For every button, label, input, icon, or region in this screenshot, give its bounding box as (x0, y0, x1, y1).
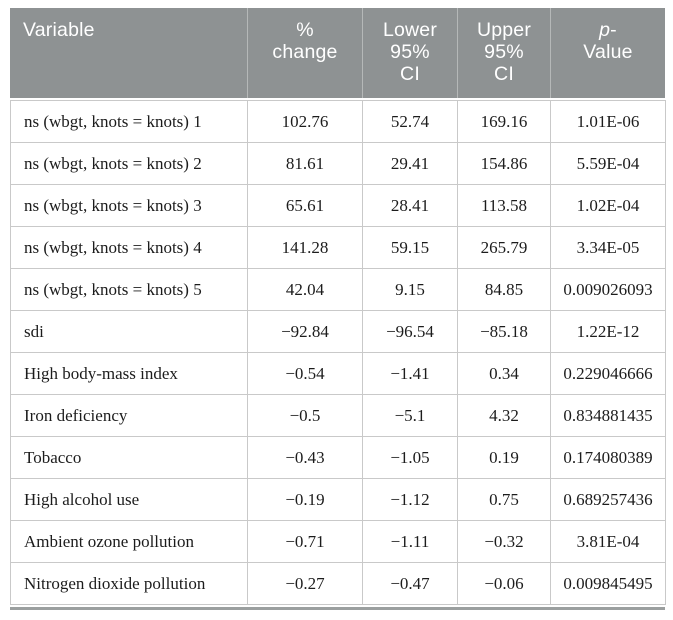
cell-p-value: 0.229046666 (550, 352, 666, 395)
cell-pct-change: −92.84 (247, 310, 363, 353)
cell-variable: sdi (10, 310, 248, 353)
table-body: ns (wbgt, knots = knots) 1 102.76 52.74 169… (10, 100, 666, 605)
cell-lower-ci: −1.05 (362, 436, 458, 479)
cell-p-value: 1.01E-06 (550, 100, 666, 143)
cell-variable: High body-mass index (10, 352, 248, 395)
cell-pct-change: −0.43 (247, 436, 363, 479)
cell-upper-ci: −0.06 (457, 562, 551, 605)
cell-pct-change: 141.28 (247, 226, 363, 269)
cell-variable: ns (wbgt, knots = knots) 4 (10, 226, 248, 269)
table-row: Tobacco −0.43 −1.05 0.19 0.174080389 (10, 436, 666, 479)
column-header-lower-ci: Lower 95% CI (362, 8, 457, 98)
p-value-italic-p: p (599, 19, 611, 41)
cell-p-value: 0.009845495 (550, 562, 666, 605)
cell-upper-ci: 154.86 (457, 142, 551, 185)
cell-variable: ns (wbgt, knots = knots) 1 (10, 100, 248, 143)
cell-pct-change: −0.27 (247, 562, 363, 605)
p-value-hyphen: - (610, 19, 617, 41)
cell-upper-ci: 4.32 (457, 394, 551, 437)
cell-lower-ci: 52.74 (362, 100, 458, 143)
cell-p-value: 0.689257436 (550, 478, 666, 521)
cell-lower-ci: −1.12 (362, 478, 458, 521)
column-header-upper-ci: Upper 95% CI (457, 8, 550, 98)
table-row: High alcohol use −0.19 −1.12 0.75 0.68925743… (10, 478, 666, 521)
cell-lower-ci: 9.15 (362, 268, 458, 311)
cell-upper-ci: 169.16 (457, 100, 551, 143)
table-row: ns (wbgt, knots = knots) 2 81.61 29.41 154.… (10, 142, 666, 185)
cell-pct-change: 81.61 (247, 142, 363, 185)
results-table: Variable % change Lower 95% CI Upper 95%… (10, 8, 666, 610)
table-row: Iron deficiency −0.5 −5.1 4.32 0.834881435 (10, 394, 666, 437)
cell-upper-ci: −0.32 (457, 520, 551, 563)
cell-upper-ci: 0.19 (457, 436, 551, 479)
p-value-second-line: Value (583, 41, 633, 63)
cell-variable: ns (wbgt, knots = knots) 5 (10, 268, 248, 311)
cell-pct-change: 42.04 (247, 268, 363, 311)
cell-variable: ns (wbgt, knots = knots) 3 (10, 184, 248, 227)
table-row: ns (wbgt, knots = knots) 3 65.61 28.41 113.… (10, 184, 666, 227)
table-header-row: Variable % change Lower 95% CI Upper 95%… (10, 8, 665, 98)
column-header-p-value: p- Value (550, 8, 665, 98)
table-row: High body-mass index −0.54 −1.41 0.34 0.2290… (10, 352, 666, 395)
cell-upper-ci: −85.18 (457, 310, 551, 353)
cell-p-value: 1.02E-04 (550, 184, 666, 227)
cell-lower-ci: −96.54 (362, 310, 458, 353)
cell-variable: ns (wbgt, knots = knots) 2 (10, 142, 248, 185)
cell-p-value: 1.22E-12 (550, 310, 666, 353)
table-row: Ambient ozone pollution −0.71 −1.11 −0.32 3.… (10, 520, 666, 563)
cell-variable: Iron deficiency (10, 394, 248, 437)
cell-lower-ci: −1.11 (362, 520, 458, 563)
cell-lower-ci: −1.41 (362, 352, 458, 395)
cell-p-value: 0.009026093 (550, 268, 666, 311)
cell-variable: Nitrogen dioxide pollution (10, 562, 248, 605)
cell-p-value: 5.59E-04 (550, 142, 666, 185)
cell-pct-change: 65.61 (247, 184, 363, 227)
cell-pct-change: −0.5 (247, 394, 363, 437)
cell-upper-ci: 0.34 (457, 352, 551, 395)
column-header-pct-change: % change (247, 8, 362, 98)
cell-lower-ci: 29.41 (362, 142, 458, 185)
table-row: sdi −92.84 −96.54 −85.18 1.22E-12 (10, 310, 666, 353)
cell-lower-ci: 59.15 (362, 226, 458, 269)
cell-p-value: 3.81E-04 (550, 520, 666, 563)
cell-lower-ci: 28.41 (362, 184, 458, 227)
cell-upper-ci: 265.79 (457, 226, 551, 269)
table-row: ns (wbgt, knots = knots) 5 42.04 9.15 84.85… (10, 268, 666, 311)
table-row: Nitrogen dioxide pollution −0.27 −0.47 −0.0… (10, 562, 666, 605)
cell-upper-ci: 0.75 (457, 478, 551, 521)
cell-p-value: 0.834881435 (550, 394, 666, 437)
cell-upper-ci: 84.85 (457, 268, 551, 311)
cell-variable: High alcohol use (10, 478, 248, 521)
cell-variable: Tobacco (10, 436, 248, 479)
column-header-variable: Variable (23, 19, 95, 41)
table-row: ns (wbgt, knots = knots) 1 102.76 52.74 169… (10, 100, 666, 143)
table-row: ns (wbgt, knots = knots) 4 141.28 59.15 265… (10, 226, 666, 269)
cell-pct-change: −0.19 (247, 478, 363, 521)
cell-pct-change: −0.71 (247, 520, 363, 563)
table-bottom-rule (10, 607, 665, 610)
cell-p-value: 0.174080389 (550, 436, 666, 479)
cell-p-value: 3.34E-05 (550, 226, 666, 269)
cell-variable: Ambient ozone pollution (10, 520, 248, 563)
cell-upper-ci: 113.58 (457, 184, 551, 227)
cell-lower-ci: −5.1 (362, 394, 458, 437)
cell-pct-change: 102.76 (247, 100, 363, 143)
cell-lower-ci: −0.47 (362, 562, 458, 605)
cell-pct-change: −0.54 (247, 352, 363, 395)
